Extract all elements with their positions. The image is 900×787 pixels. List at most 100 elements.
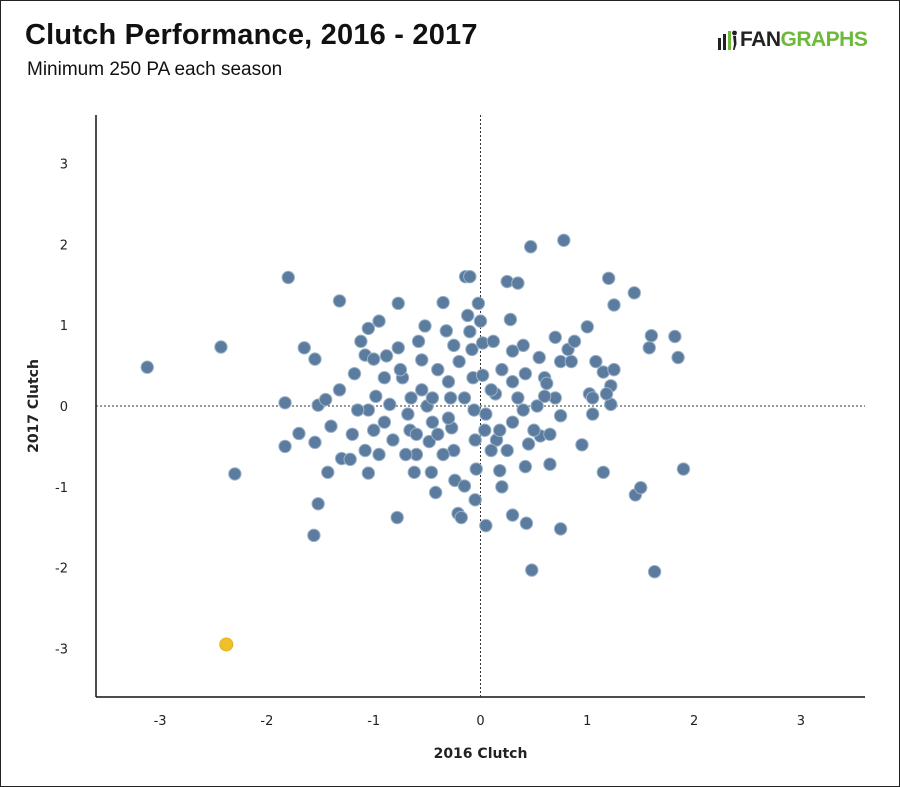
data-point (553, 522, 568, 536)
data-point (292, 426, 306, 441)
data-point (503, 312, 518, 327)
data-point (457, 391, 472, 405)
data-point (548, 330, 562, 344)
data-point (467, 403, 481, 417)
data-point (425, 391, 440, 405)
data-point (557, 233, 571, 247)
data-point (343, 452, 357, 467)
data-point (321, 465, 335, 479)
data-point (495, 480, 509, 494)
data-point (484, 383, 498, 397)
data-point (518, 459, 533, 474)
data-point (318, 392, 333, 407)
data-point (415, 353, 429, 367)
data-point (518, 366, 533, 381)
data-point (523, 240, 538, 254)
chart-subtitle: Minimum 250 PA each season (27, 59, 283, 80)
data-point (431, 362, 445, 377)
data-point (465, 342, 479, 357)
data-point (479, 407, 493, 421)
data-point (324, 419, 338, 433)
data-point (386, 433, 400, 447)
data-point (468, 493, 482, 507)
batter-icon (718, 30, 737, 50)
data-point (140, 360, 154, 374)
data-point (516, 403, 530, 417)
data-point (366, 352, 381, 366)
data-point (415, 383, 429, 397)
data-point (308, 352, 322, 366)
data-point (391, 296, 405, 311)
y-tick-label: -3 (55, 643, 68, 658)
data-point (307, 528, 321, 543)
data-point (540, 376, 554, 391)
data-point (493, 463, 507, 478)
data-point (439, 324, 454, 338)
data-point (361, 466, 376, 480)
x-tick-label: 2 (690, 714, 698, 729)
logo-text-graphs: GRAPHS (780, 28, 868, 51)
data-point (519, 516, 534, 530)
logo-text-fan: FAN (740, 28, 781, 51)
data-point (527, 423, 541, 437)
data-point (345, 427, 360, 441)
y-axis-title: 2017 Clutch (26, 359, 42, 453)
data-point (369, 389, 383, 403)
data-point (358, 443, 372, 458)
data-point (537, 389, 552, 403)
x-tick-label: 1 (583, 714, 591, 729)
data-point (441, 375, 456, 389)
data-point (567, 334, 582, 349)
data-point (391, 341, 405, 355)
logo-text: FANGRAPHS (740, 28, 868, 52)
data-point (473, 314, 488, 328)
data-point (454, 510, 468, 525)
data-point (308, 435, 322, 450)
data-point (471, 296, 486, 311)
data-point (505, 375, 520, 389)
data-point (278, 396, 292, 410)
data-point (500, 443, 514, 458)
data-point (383, 397, 397, 412)
y-tick-label: 2 (60, 238, 68, 253)
data-point (543, 457, 557, 471)
data-point (479, 518, 493, 533)
data-point (511, 276, 525, 290)
data-point (214, 340, 228, 354)
data-point (409, 427, 424, 441)
data-point (457, 479, 472, 493)
data-point (443, 391, 458, 405)
data-point (422, 434, 436, 449)
y-tick-label: -1 (55, 481, 68, 496)
data-point (372, 447, 386, 462)
data-point (676, 462, 691, 476)
x-tick-label: 3 (797, 714, 805, 729)
data-point (377, 415, 392, 429)
x-tick-label: -2 (260, 714, 273, 729)
data-point (379, 349, 394, 363)
data-point (585, 391, 600, 405)
data-point (505, 415, 520, 429)
data-point (436, 295, 450, 310)
data-point (505, 344, 520, 358)
data-point (228, 467, 242, 481)
data-point (463, 269, 477, 284)
data-point (543, 427, 557, 441)
data-point (601, 271, 616, 285)
data-point (425, 415, 440, 429)
fangraphs-logo: FANGRAPHS (717, 27, 868, 53)
data-point (484, 443, 498, 458)
data-point (589, 354, 603, 369)
data-point (505, 508, 520, 522)
data-point (516, 338, 530, 353)
data-point (478, 423, 492, 437)
y-tick-label: 0 (60, 400, 68, 415)
data-point (599, 387, 614, 401)
x-tick-label: -1 (367, 714, 380, 729)
data-point (390, 510, 404, 525)
data-point (525, 563, 539, 577)
data-point (441, 411, 456, 425)
data-point (407, 465, 421, 479)
